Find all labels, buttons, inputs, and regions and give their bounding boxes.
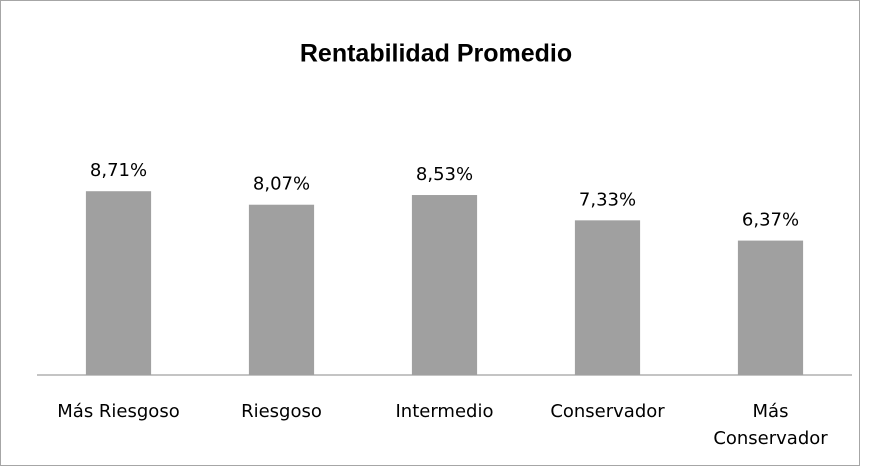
data-label: 8,71% [90,160,147,181]
bar [85,191,152,375]
data-label: 8,53% [416,164,473,185]
bar [248,204,315,375]
data-label: 8,07% [253,174,310,195]
x-tick-label: Conservador [550,401,665,422]
chart-frame [0,0,860,466]
chart-title: Rentabilidad Promedio [300,40,572,68]
x-tick-label: Más Conservador [713,401,828,449]
data-label: 7,33% [579,189,636,210]
x-tick-label: Más Riesgoso [57,401,180,422]
data-label: 6,37% [742,210,799,231]
bar [411,195,478,375]
x-tick-label: Riesgoso [241,401,322,422]
bar [737,240,804,375]
bar [574,220,641,375]
x-tick-label: Intermedio [395,401,494,422]
